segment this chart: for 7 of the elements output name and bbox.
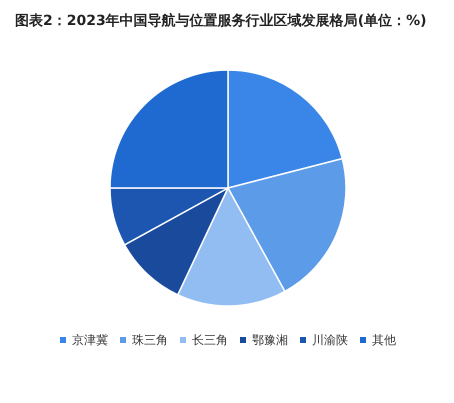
legend-label: 京津冀: [72, 333, 108, 347]
legend-label: 鄂豫湘: [252, 333, 288, 347]
legend-label: 长三角: [192, 333, 228, 347]
legend-label: 其他: [372, 333, 396, 347]
chart-title: 图表2：2023年中国导航与位置服务行业区域发展格局(单位：%): [15, 12, 427, 29]
legend-label: 川渝陕: [312, 333, 348, 347]
legend-label: 珠三角: [132, 333, 168, 347]
